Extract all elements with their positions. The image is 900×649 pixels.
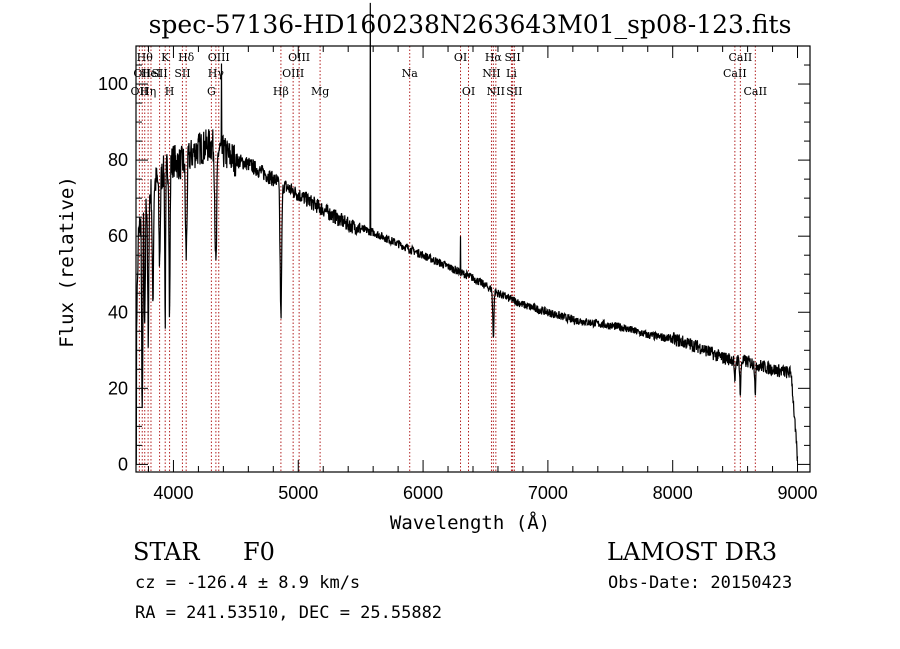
x-tick-label: 9000 [777,483,817,503]
line-marker-label: OII [133,67,151,80]
y-tick-label: 0 [118,454,128,474]
x-tick-label: 7000 [528,483,568,503]
y-tick-label: 40 [108,302,128,322]
line-marker-label: Hγ [208,67,225,80]
y-axis-ticks: 0 20 40 60 80 100 [98,64,810,474]
line-marker-label: OI [454,51,467,64]
line-marker-label: SII [506,85,522,98]
line-marker-label: CaII [729,51,753,64]
chart-title: spec-57136-HD160238N263643M01_sp08-123.f… [149,10,792,39]
line-marker-label: SII [151,67,167,80]
line-marker-label: OI [462,85,475,98]
line-marker-label: NII [482,67,500,80]
observation-date: Obs-Date: 20150423 [608,573,793,593]
x-tick-label: 5000 [278,483,318,503]
object-class: STAR [133,538,200,566]
line-marker-label: Na [402,67,419,80]
line-marker-label: OII [131,85,149,98]
line-marker-labels: OIIOIIHθHηHeISIIKHHδSIIGHγOIIIHβOIIIOIII… [131,51,768,98]
line-marker-label: OIII [288,51,310,64]
y-tick-label: 80 [108,150,128,170]
y-axis-label: Flux (relative) [56,176,78,348]
line-marker-label: OIII [282,67,304,80]
x-tick-label: 6000 [403,483,443,503]
line-marker-label: CaII [743,85,767,98]
line-marker-label: HeI [141,67,161,80]
line-marker-label: Mg [311,85,329,98]
line-markers [138,46,756,472]
line-marker-label: SII [504,51,520,64]
spectral-subclass: F0 [243,538,275,566]
y-tick-label: 100 [98,74,128,94]
plot-frame [135,45,811,473]
line-marker-label: Hη [140,85,156,98]
x-axis-ticks: 4000 5000 6000 7000 8000 9000 [147,46,818,503]
line-marker-label: Hδ [178,51,195,64]
spectrum-line [135,2,799,465]
line-marker-label: G [207,85,216,98]
line-marker-label: K [161,51,170,64]
x-tick-label: 4000 [153,483,193,503]
line-marker-label: OIII [208,51,230,64]
line-marker-label: Hα [485,51,503,64]
y-tick-label: 60 [108,226,128,246]
y-tick-label: 20 [108,378,128,398]
line-marker-label: SII [174,67,190,80]
coordinates: RA = 241.53510, DEC = 25.55882 [135,603,443,623]
redshift-info: cz = -126.4 ± 8.9 km/s [135,573,361,593]
survey-name: LAMOST DR3 [607,538,778,566]
line-marker-label: CaII [723,67,747,80]
line-marker-label: Hθ [137,51,154,64]
x-axis-label: Wavelength (Å) [390,511,550,534]
line-marker-label: Hβ [273,85,289,98]
line-marker-label: NII [487,85,505,98]
line-marker-label: Li [506,67,517,80]
x-tick-label: 8000 [653,483,693,503]
line-marker-label: H [165,85,175,98]
